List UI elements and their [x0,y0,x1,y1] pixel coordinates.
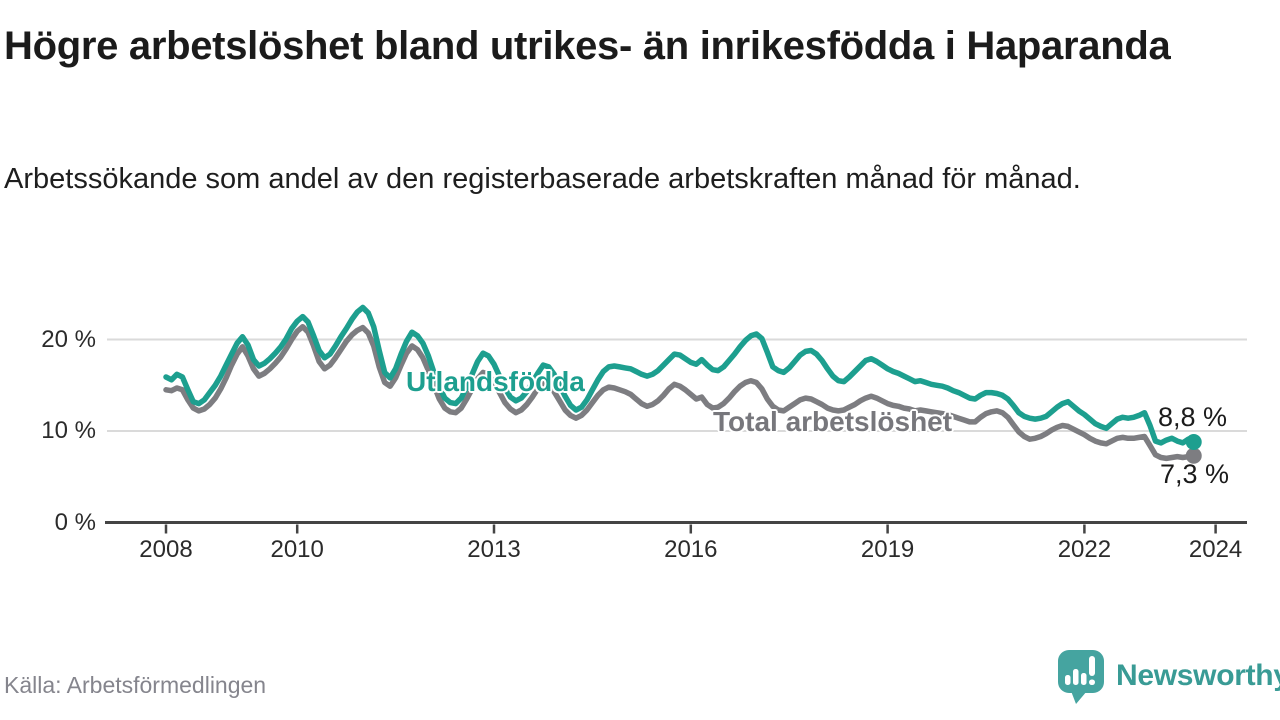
y-axis-label: 10 % [41,417,96,444]
x-axis-label: 2016 [664,536,718,563]
series-line-utlandsfodda [163,304,1197,446]
series-end-dot-total [1185,447,1202,464]
series-line-total [163,323,1197,462]
series-label-total-arbetsloshet: Total arbetslöshet [713,406,953,437]
page-title: Högre arbetslöshet bland utrikes- än inr… [4,24,1171,68]
newsworthy-speech-bubble-chart-icon [1058,650,1104,704]
y-axis-label: 0 % [54,508,96,536]
end-value-label-total: 7,3 % [1160,459,1230,489]
source-note: Källa: Arbetsförmedlingen [4,672,267,698]
x-axis-label: 2019 [860,536,915,563]
chart-subtitle: Arbetssökande som andel av den registerb… [4,163,1081,195]
x-axis-label: 2010 [270,536,324,563]
series-label-utlandsfodda: Utlandsfödda [406,366,585,397]
x-axis-label: 2008 [139,536,193,563]
series-end-dot-utlandsfodda [1185,433,1202,450]
x-axis-label: 2013 [467,536,521,563]
newsworthy-wordmark: Newsworthy [1116,659,1280,692]
x-axis-label: 2022 [1057,536,1112,563]
y-axis-label: 20 % [41,325,96,353]
end-value-label-utlandsfodda: 8,8 % [1158,402,1228,432]
x-axis-label: 2024 [1188,536,1243,563]
newsworthy-logo: Newsworthy [1056,648,1280,710]
